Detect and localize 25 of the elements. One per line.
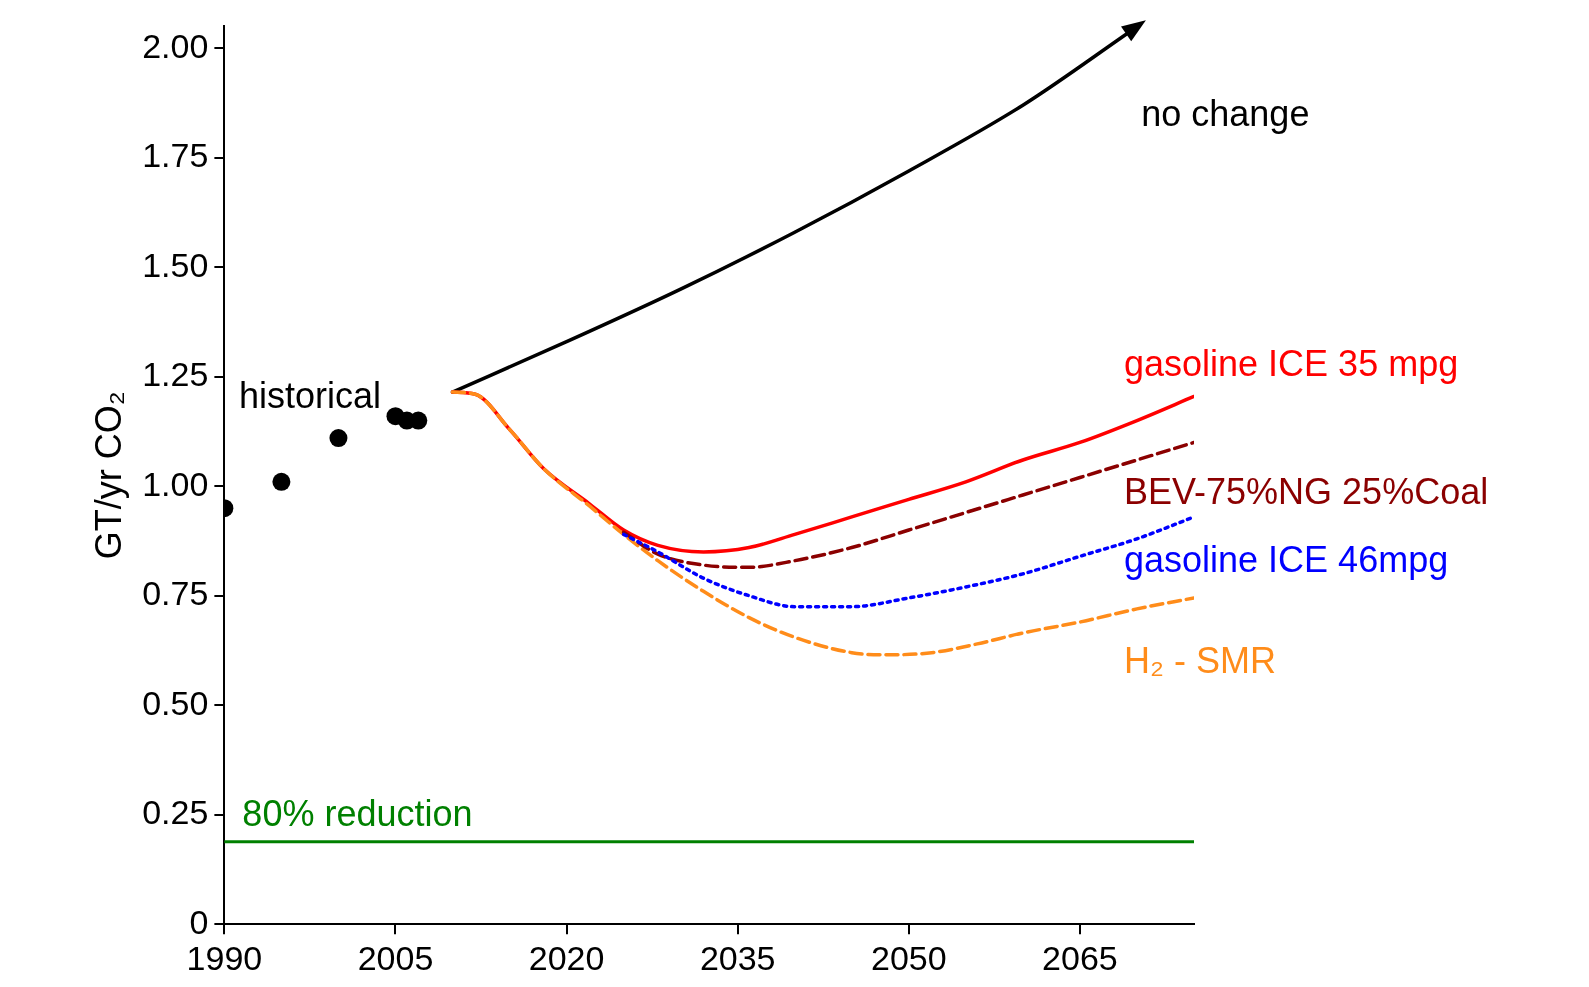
y-tick-label: 0.75 — [142, 574, 209, 613]
point — [272, 472, 291, 491]
y-tick-label: 1.00 — [142, 464, 209, 503]
point — [329, 429, 348, 448]
y-tick-label: 2.00 — [142, 26, 209, 65]
y-tick-label: 1.75 — [142, 136, 209, 175]
y-tick-label: 0.25 — [142, 793, 209, 832]
x-tick-label: 2065 — [1042, 938, 1118, 977]
series-label: historical — [238, 375, 381, 416]
series-label: BEV-75%NG 25%Coal — [1124, 471, 1489, 513]
x-tick-label: 2035 — [699, 938, 776, 977]
x-tick-label: 2005 — [357, 938, 434, 977]
y-tick-label: 0 — [189, 902, 209, 941]
y-tick-label: 0.50 — [142, 683, 209, 722]
y-axis-title: GT/yr CO₂ — [87, 391, 129, 560]
x-tick-label: 1990 — [186, 938, 263, 977]
series-label: no change — [1141, 92, 1310, 134]
y-tick-label: 1.50 — [142, 245, 209, 284]
series-label: gasoline ICE 46mpg — [1124, 538, 1449, 580]
ref-line-label: 80% reduction — [242, 792, 473, 834]
series-label: gasoline ICE 35 mpg — [1124, 343, 1459, 385]
y-tick-label: 1.25 — [142, 355, 209, 394]
series-label: H₂ - SMR — [1124, 639, 1276, 681]
x-tick-label: 2020 — [528, 938, 605, 977]
x-tick-label: 2050 — [871, 938, 947, 977]
